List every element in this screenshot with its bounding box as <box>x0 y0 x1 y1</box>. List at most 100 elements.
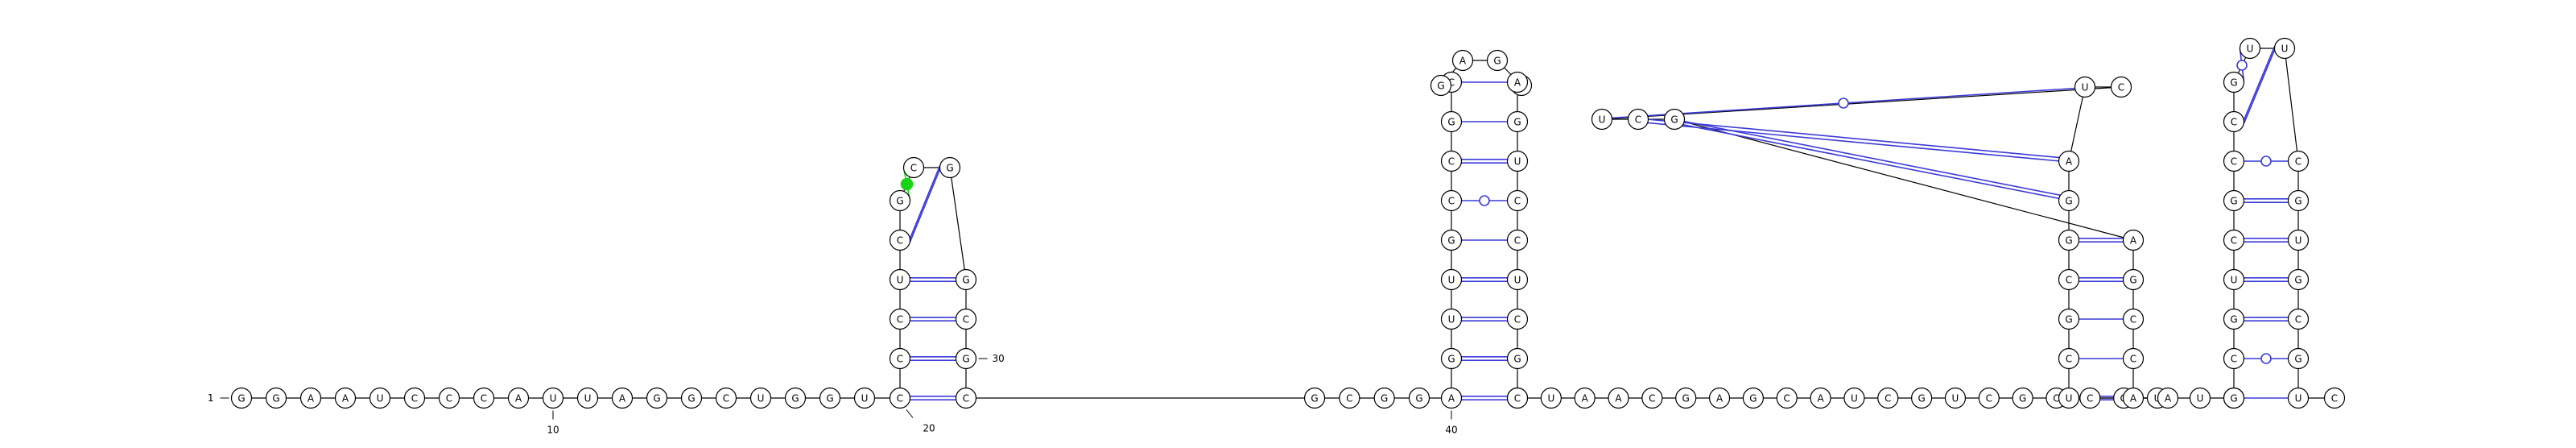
nucleotide: C <box>1506 308 1529 330</box>
nucleotide-letter: C <box>910 163 917 174</box>
nucleotide-circle <box>2122 347 2145 370</box>
nucleotide-letter: G <box>272 393 279 404</box>
nucleotide-circle <box>646 387 668 409</box>
backbone-segment <box>1674 118 2134 241</box>
nucleotide: C <box>1978 387 2000 409</box>
nucleotide-letter: G <box>826 393 833 404</box>
canonical-pair <box>2243 46 2276 121</box>
backbone <box>242 48 2334 399</box>
nucleotide-letter: C <box>2295 314 2301 326</box>
position-label: 20 <box>923 423 935 434</box>
nucleotide-circle <box>2058 189 2080 212</box>
nucleotide: G <box>1675 387 1697 409</box>
nucleotide-circle <box>2239 37 2261 60</box>
nucleotide-circle <box>1506 308 1529 330</box>
nucleotide-letter: C <box>723 393 729 404</box>
nucleotide-circle <box>2223 268 2245 291</box>
nucleotide: C <box>1506 229 1529 251</box>
nucleotide-letter: G <box>896 196 903 207</box>
nucleotide-letter: G <box>2019 393 2026 404</box>
position-label: 1 <box>208 392 214 404</box>
nucleotide-letter: A <box>1716 393 1724 404</box>
nucleotide-circle <box>2287 387 2310 409</box>
nucleotide-letter: G <box>2294 275 2301 286</box>
nucleotide-letter: G <box>1682 393 1690 404</box>
nucleotide-circle <box>2287 150 2310 172</box>
nucleotide: C <box>1506 387 1529 409</box>
nucleotide-circle <box>2058 347 2080 370</box>
nucleotide-letter: C <box>897 393 903 404</box>
canonical-pair <box>1628 117 2079 160</box>
nucleotide: A <box>334 387 357 409</box>
nucleotide: G <box>1440 110 1463 133</box>
nucleotide-letter: G <box>962 275 969 286</box>
nucleotide-circle <box>1506 71 1529 93</box>
nucleotide-circle <box>2223 229 2245 251</box>
backbone-segment <box>2284 48 2299 162</box>
nucleotide: U <box>1944 387 1967 409</box>
nucleotide-circle <box>853 387 876 409</box>
nucleotide: A <box>2122 387 2145 409</box>
nucleotide: C <box>1506 189 1529 212</box>
nucleotide: A <box>1451 49 1474 72</box>
nucleotide-letter: G <box>2065 196 2072 207</box>
nucleotide: C <box>2122 308 2145 330</box>
nucleotide: A <box>1440 387 1463 409</box>
nucleotide-circle <box>1440 387 1463 409</box>
nucleotide-letter: G <box>2294 196 2301 207</box>
nucleotide: U <box>2273 37 2296 60</box>
nucleotide-circle <box>2012 387 2033 409</box>
position-label: 30 <box>993 353 1005 364</box>
nucleotide-letter: C <box>2331 393 2338 404</box>
nucleotide-circle <box>2058 229 2080 251</box>
nucleotide-letter: U <box>2066 393 2073 404</box>
nucleotide: C <box>889 229 911 251</box>
nucleotide: A <box>1810 387 1831 409</box>
nucleotide: C <box>955 387 977 409</box>
nucleotide-circle <box>1776 387 1798 409</box>
nucleotide-circle <box>1978 387 2000 409</box>
nucleotide: G <box>1440 347 1463 370</box>
nucleotide: C <box>889 387 911 409</box>
nucleotide-letter: C <box>1986 393 1992 404</box>
nucleotide: G <box>1430 74 1452 97</box>
nucleotide-circle <box>1506 229 1529 251</box>
nucleotide-circle <box>1843 387 1865 409</box>
nucleotide-circle <box>265 387 287 409</box>
nucleotide-letter: C <box>1346 393 1352 404</box>
nucleotide-letter: U <box>377 393 384 404</box>
nucleotide: C <box>1627 108 1649 131</box>
nucleotide-circle <box>2189 387 2211 409</box>
nucleotide-circle <box>1663 108 1686 131</box>
nucleotide-circle <box>1440 347 1463 370</box>
nucleotide: G <box>2122 268 2145 291</box>
nucleotide: C <box>715 387 737 409</box>
nucleotide-letter: C <box>963 314 969 326</box>
nucleotide-circle <box>1506 150 1529 172</box>
nucleotide-letter: A <box>1817 393 1824 404</box>
nucleotide-letter: C <box>411 393 418 404</box>
nucleotide-letter: G <box>1749 393 1757 404</box>
nucleotide-circle <box>507 387 530 409</box>
nucleotide-letter: U <box>1851 393 1858 404</box>
nucleotide-letter: G <box>2230 77 2237 89</box>
nucleotide: C <box>889 347 911 370</box>
nucleotide-circle <box>784 387 807 409</box>
nucleotide-letter: C <box>2118 82 2124 93</box>
nucleotide: G <box>1408 387 1430 409</box>
nucleotide-letter: A <box>515 393 522 404</box>
nucleotide: C <box>2287 308 2310 330</box>
nucleotide-circle <box>1742 387 1764 409</box>
nucleotide: C <box>2058 347 2080 370</box>
nucleotide: C <box>2110 76 2132 98</box>
nucleotide-letter: A <box>1448 393 1455 404</box>
nucleotide-letter: U <box>2295 393 2302 404</box>
nucleotide-circle <box>1506 268 1529 291</box>
nucleotide: G <box>2223 308 2245 330</box>
nucleotide-letter: A <box>2130 235 2137 247</box>
nucleotide-circle <box>2058 387 2080 409</box>
nucleotide: C <box>2079 387 2101 409</box>
nucleotide: A <box>1608 387 1629 409</box>
nucleotide-letter: A <box>308 393 315 404</box>
